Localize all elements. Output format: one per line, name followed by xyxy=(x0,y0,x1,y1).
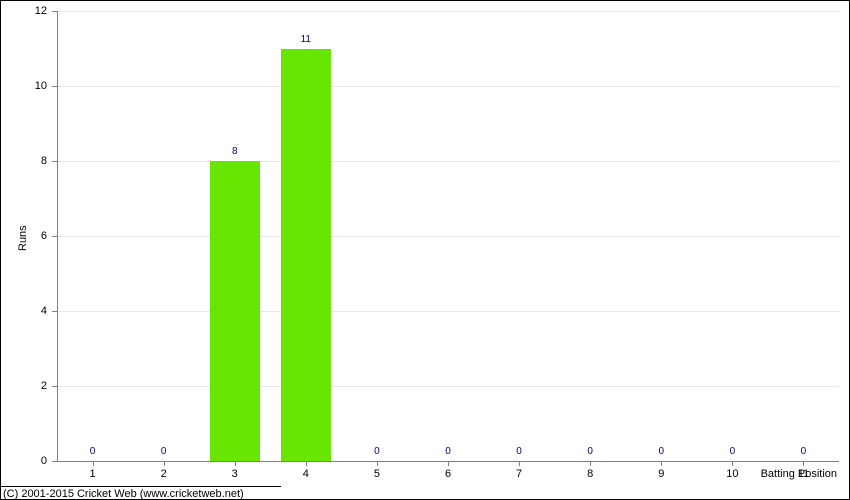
y-tick-label: 10 xyxy=(35,80,47,92)
x-tick-label: 10 xyxy=(726,468,738,480)
grid-line xyxy=(57,86,839,87)
grid-line xyxy=(57,236,839,237)
value-label: 0 xyxy=(658,446,664,457)
bar xyxy=(210,161,260,461)
value-label: 0 xyxy=(730,446,736,457)
y-axis-label: Runs xyxy=(17,225,29,251)
value-label: 0 xyxy=(516,446,522,457)
value-label: 0 xyxy=(161,446,167,457)
x-tick-label: 3 xyxy=(232,468,238,480)
grid-line xyxy=(57,161,839,162)
value-label: 0 xyxy=(374,446,380,457)
x-tick-label: 5 xyxy=(374,468,380,480)
y-axis-line xyxy=(57,11,58,461)
y-tick-label: 12 xyxy=(35,5,47,17)
x-tick-label: 1 xyxy=(89,468,95,480)
bar xyxy=(281,49,331,462)
y-tick-label: 0 xyxy=(41,455,47,467)
value-label: 0 xyxy=(801,446,807,457)
x-tick-label: 7 xyxy=(516,468,522,480)
y-tick-label: 2 xyxy=(41,380,47,392)
grid-line xyxy=(57,386,839,387)
x-axis-line xyxy=(57,461,839,462)
value-label: 8 xyxy=(232,146,238,157)
value-label: 0 xyxy=(587,446,593,457)
x-tick-label: 2 xyxy=(161,468,167,480)
grid-line xyxy=(57,311,839,312)
y-tick-label: 6 xyxy=(41,230,47,242)
x-tick-label: 9 xyxy=(658,468,664,480)
y-tick-label: 4 xyxy=(41,305,47,317)
x-tick-label: 4 xyxy=(303,468,309,480)
y-tick-label: 8 xyxy=(41,155,47,167)
x-tick-label: 8 xyxy=(587,468,593,480)
value-label: 0 xyxy=(90,446,96,457)
x-tick-label: 6 xyxy=(445,468,451,480)
copyright-border xyxy=(1,486,281,487)
chart-container: 008110000000 0246810121234567891011 Runs… xyxy=(0,0,850,500)
plot-area: 0 0 8 11 0 0 0 0 0 0 0 xyxy=(57,11,839,461)
copyright-text: (C) 2001-2015 Cricket Web (www.cricketwe… xyxy=(3,488,244,500)
value-label: 0 xyxy=(445,446,451,457)
x-axis-label: Batting Position xyxy=(761,468,837,480)
value-label: 11 xyxy=(301,34,311,45)
grid-line xyxy=(57,11,839,12)
